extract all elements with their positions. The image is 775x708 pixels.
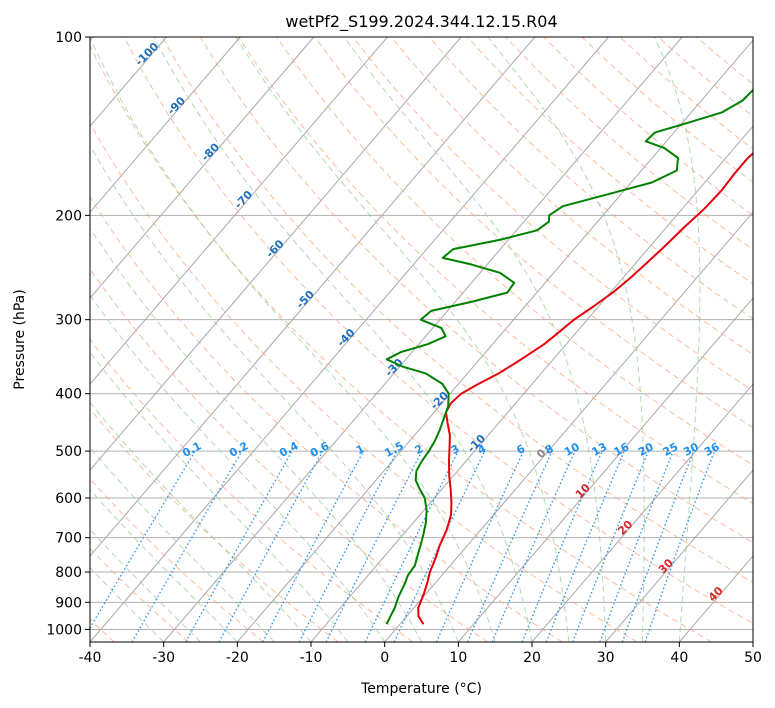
mixing-ratio-label: 30 — [681, 440, 701, 459]
dry-adiabat — [90, 547, 190, 642]
moist-adiabat — [90, 294, 386, 642]
dry-adiabat — [90, 122, 638, 642]
mixing-ratio-label: 20 — [636, 440, 656, 459]
moist-adiabat — [90, 144, 459, 642]
isotherm-line — [90, 37, 388, 385]
x-tick-label: 10 — [449, 650, 467, 666]
mixing-ratio-line — [185, 450, 293, 642]
y-tick-label: 400 — [55, 387, 82, 403]
chart-title: wetPf2_S199.2024.344.12.15.R04 — [285, 12, 557, 32]
x-tick-label: -30 — [152, 650, 175, 666]
temperature-profile-line — [417, 152, 753, 625]
dry-adiabat — [314, 37, 753, 429]
background-lines — [90, 37, 753, 642]
y-tick-label: 700 — [55, 531, 82, 547]
y-tick-label: 500 — [55, 444, 82, 460]
dry-adiabat — [90, 44, 712, 642]
y-axis-label: Pressure (hPa) — [12, 289, 28, 389]
mixing-ratio-label: 10 — [562, 440, 582, 459]
mixing-ratio-line — [545, 450, 625, 642]
mixing-ratio-line — [491, 450, 576, 642]
dry-adiabat — [199, 37, 753, 544]
x-tick-label: 20 — [523, 650, 541, 666]
plot-frame — [89, 36, 754, 643]
mixing-ratio-line — [644, 450, 716, 642]
isotherm-line — [90, 37, 241, 213]
isotherm-line — [531, 383, 753, 642]
moist-adiabat — [343, 37, 607, 642]
dewpoint-profile-line — [385, 88, 753, 625]
isotherm-line — [310, 125, 753, 642]
dry-adiabat — [238, 37, 753, 504]
mixing-ratio-line — [521, 450, 603, 642]
isotherm-line — [236, 39, 753, 642]
moist-adiabat — [90, 401, 312, 642]
x-axis-label: Temperature (°C) — [360, 681, 482, 697]
mixing-ratio-label: 13 — [590, 440, 610, 459]
isotherm-line — [384, 211, 753, 642]
mixing-ratio-label: 25 — [661, 440, 681, 459]
isotherm-line — [90, 37, 536, 557]
moist-adiabat — [153, 37, 533, 642]
x-tick-label: 40 — [670, 650, 688, 666]
dry-adiabat — [161, 37, 753, 584]
isotherm-line — [163, 37, 683, 642]
dry-adiabat — [390, 37, 753, 356]
mixing-ratio-line — [572, 450, 650, 642]
moist-adiabat — [90, 446, 275, 642]
y-tick-label: 800 — [55, 565, 82, 581]
isotherm-line — [90, 37, 462, 471]
dry-adiabat — [123, 37, 753, 624]
dry-adiabat — [352, 37, 753, 392]
moist-adiabat — [653, 37, 701, 642]
x-tick-label: 30 — [597, 650, 615, 666]
moist-adiabat — [90, 351, 349, 642]
dry-adiabat — [90, 196, 563, 642]
ticks-layer: -40 -30 -20 -10 0 10 20 30 40 50 1000 900 800 700 600 5… — [46, 30, 762, 666]
y-tick-label: 600 — [55, 491, 82, 507]
dry-adiabat — [90, 268, 488, 642]
mixing-ratio-line — [325, 450, 423, 642]
x-tick-label: -40 — [79, 650, 102, 666]
moist-adiabat — [487, 37, 645, 642]
dry-adiabat — [276, 37, 753, 466]
moist-adiabat — [235, 37, 570, 642]
mixing-ratio-line — [621, 450, 695, 642]
isotherm-line — [457, 297, 753, 642]
moist-adiabat — [90, 227, 422, 642]
series-layer — [385, 88, 753, 625]
x-tick-label: 50 — [744, 650, 762, 666]
y-tick-label: 900 — [55, 595, 82, 611]
moist-adiabat — [90, 37, 496, 642]
mixing-ratio-line — [599, 450, 674, 642]
grid-layer — [90, 37, 753, 642]
mixing-ratio-line — [218, 450, 324, 642]
mixing-ratio-label: 36 — [702, 440, 722, 459]
x-tick-label: -20 — [226, 650, 249, 666]
y-tick-label: 300 — [55, 313, 82, 329]
dry-adiabat — [90, 478, 264, 642]
y-tick-label: 1000 — [46, 622, 82, 638]
mixing-ratio-label: 16 — [612, 440, 632, 459]
x-tick-label: 0 — [380, 650, 389, 666]
y-tick-label: 200 — [55, 208, 82, 224]
mixing-ratio-line — [262, 450, 364, 642]
x-tick-label: -10 — [300, 650, 323, 666]
dry-adiabat — [90, 338, 414, 642]
isotherm-line — [605, 469, 753, 642]
isotherm-line — [90, 37, 315, 299]
y-tick-label: 100 — [55, 30, 82, 46]
mixing-ratio-line — [466, 450, 553, 642]
